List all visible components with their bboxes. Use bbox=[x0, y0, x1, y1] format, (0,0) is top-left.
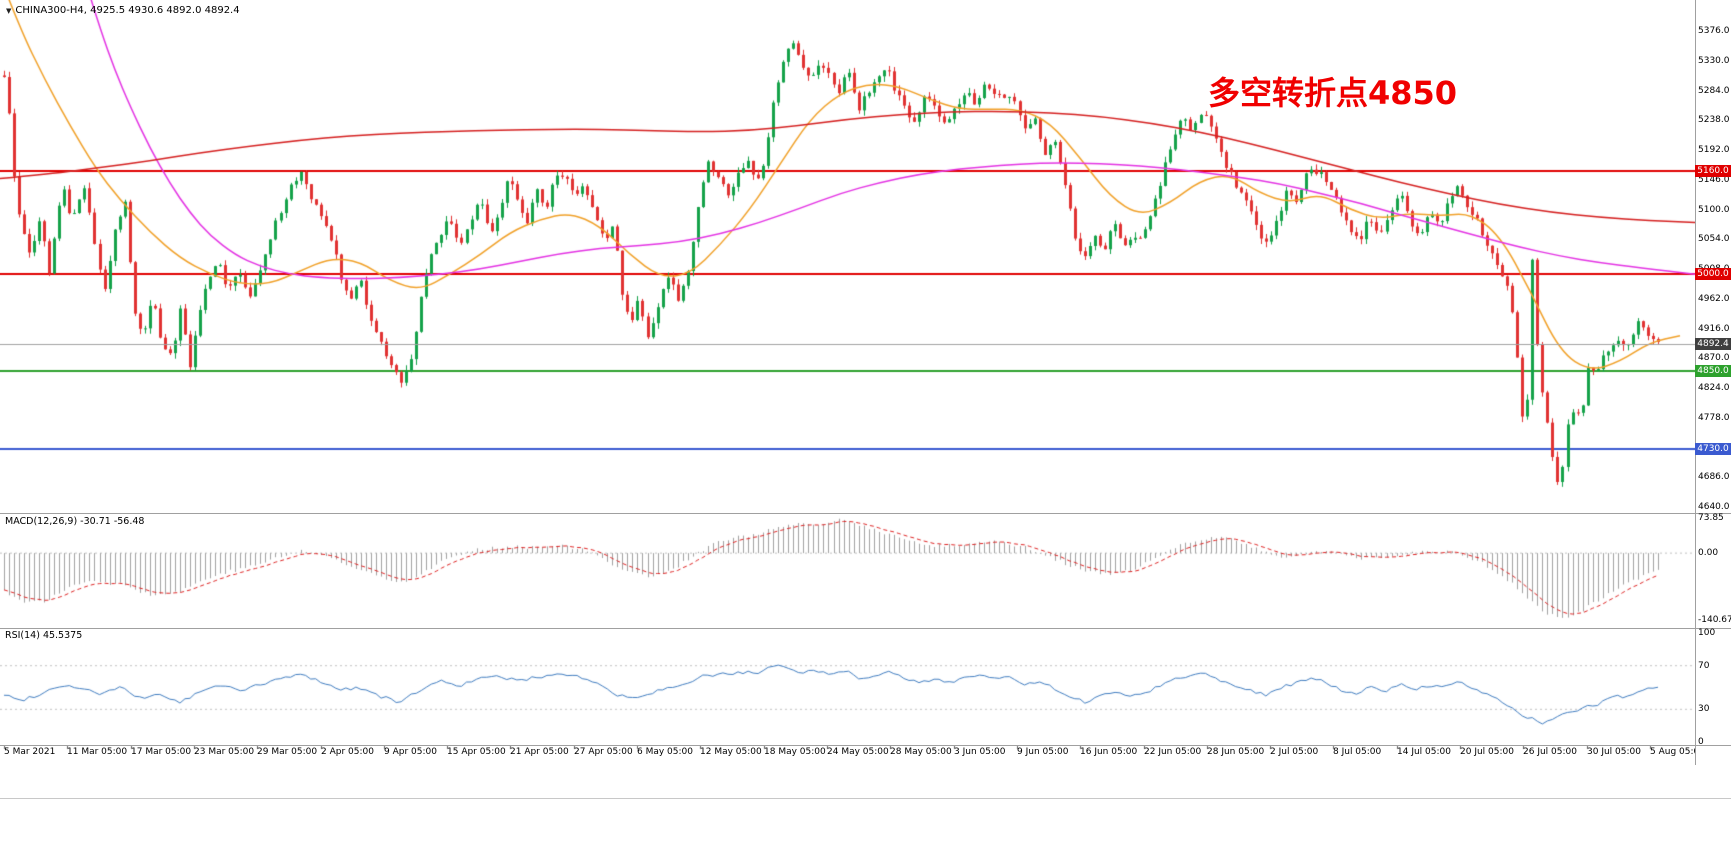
time-axis: 5 Mar 2021 11 Mar 05:00 17 Mar 05:00 23 Mar… bbox=[0, 747, 1695, 763]
time-axis-label: 6 May 05:00 bbox=[637, 747, 693, 757]
time-axis-label: 28 Jun 05:00 bbox=[1207, 747, 1265, 757]
rsi-tick-label: 30 bbox=[1698, 704, 1710, 715]
triangle-marker-icon: ▼ bbox=[6, 6, 12, 15]
price-tick-label: 4870.0 bbox=[1698, 353, 1730, 364]
price-tick-label: 5238.0 bbox=[1698, 115, 1730, 126]
rsi-tick-label: 70 bbox=[1698, 660, 1710, 671]
price-tick-label: 4686.0 bbox=[1698, 472, 1730, 483]
time-axis-label: 27 Apr 05:00 bbox=[574, 747, 633, 757]
price-tick-label: 5100.0 bbox=[1698, 204, 1730, 215]
price-tick-label: 4916.0 bbox=[1698, 323, 1730, 334]
time-axis-label: 8 Jul 05:00 bbox=[1333, 747, 1382, 757]
macd-tick-label: 73.85 bbox=[1698, 513, 1724, 523]
price-tick-label: 5192.0 bbox=[1698, 145, 1730, 156]
macd-tick-label: 0.00 bbox=[1698, 548, 1719, 559]
time-axis-label: 14 Jul 05:00 bbox=[1397, 747, 1451, 757]
time-axis-label: 16 Jun 05:00 bbox=[1080, 747, 1138, 757]
price-tick-label: 4778.0 bbox=[1698, 412, 1730, 423]
price-tick-label: 5054.0 bbox=[1698, 234, 1730, 245]
time-axis-label: 20 Jul 05:00 bbox=[1460, 747, 1514, 757]
macd-rsi-panel-divider[interactable] bbox=[0, 628, 1731, 629]
time-axis-label: 24 May 05:00 bbox=[827, 747, 889, 757]
time-axis-label: 18 May 05:00 bbox=[764, 747, 826, 757]
time-axis-label: 11 Mar 05:00 bbox=[67, 747, 128, 757]
time-axis-label: 30 Jul 05:00 bbox=[1587, 747, 1641, 757]
time-axis-label: 21 Apr 05:00 bbox=[510, 747, 569, 757]
macd-tick-label: -140.67 bbox=[1698, 615, 1731, 625]
chart-symbol-title: ▼ CHINA300-H4, 4925.5 4930.6 4892.0 4892… bbox=[6, 5, 240, 16]
chart-canvas[interactable] bbox=[0, 0, 1695, 765]
level-badge-current-price[interactable]: 4892.4 bbox=[1695, 337, 1731, 350]
time-axis-label: 26 Jul 05:00 bbox=[1523, 747, 1577, 757]
chart-annotation-text: 多空转折点4850 bbox=[1208, 74, 1458, 112]
level-badge-support-4730[interactable]: 4730.0 bbox=[1695, 442, 1731, 455]
time-axis-label: 9 Apr 05:00 bbox=[384, 747, 437, 757]
time-axis-label: 5 Aug 05:00 bbox=[1650, 747, 1695, 757]
time-axis-label: 28 May 05:00 bbox=[890, 747, 952, 757]
price-axis-divider bbox=[1695, 0, 1696, 765]
time-axis-label: 15 Apr 05:00 bbox=[447, 747, 506, 757]
time-axis-label: 2 Apr 05:00 bbox=[321, 747, 374, 757]
macd-indicator-label: MACD(12,26,9) -30.71 -56.48 bbox=[5, 516, 145, 527]
price-tick-label: 4962.0 bbox=[1698, 293, 1730, 304]
time-axis-label: 17 Mar 05:00 bbox=[131, 747, 192, 757]
rsi-tick-label: 100 bbox=[1698, 628, 1716, 638]
price-tick-label: 4824.0 bbox=[1698, 383, 1730, 394]
level-badge-pivot-4850[interactable]: 4850.0 bbox=[1695, 365, 1731, 378]
price-tick-label: 4640.0 bbox=[1698, 502, 1730, 513]
price-tick-label: 5284.0 bbox=[1698, 85, 1730, 96]
time-axis-label: 23 Mar 05:00 bbox=[194, 747, 255, 757]
price-tick-label: 5376.0 bbox=[1698, 26, 1730, 36]
time-axis-label: 3 Jun 05:00 bbox=[954, 747, 1006, 757]
rsi-tick-label: 0 bbox=[1698, 737, 1704, 747]
time-axis-label: 2 Jul 05:00 bbox=[1270, 747, 1319, 757]
time-axis-label: 5 Mar 2021 bbox=[4, 747, 56, 757]
time-axis-label: 12 May 05:00 bbox=[700, 747, 762, 757]
price-axis: 5376.0 5330.0 5284.0 5238.0 5192.0 5146.0 5100… bbox=[1696, 0, 1731, 765]
rsi-indicator-label: RSI(14) 45.5375 bbox=[5, 630, 83, 641]
symbol-ohlc-text: CHINA300-H4, 4925.5 4930.6 4892.0 4892.4 bbox=[15, 5, 240, 16]
main-macd-panel-divider[interactable] bbox=[0, 513, 1731, 514]
time-axis-label: 22 Jun 05:00 bbox=[1144, 747, 1202, 757]
time-axis-label: 9 Jun 05:00 bbox=[1017, 747, 1069, 757]
level-badge-resistance-5160[interactable]: 5160.0 bbox=[1695, 164, 1731, 177]
price-tick-label: 5330.0 bbox=[1698, 55, 1730, 66]
time-axis-divider bbox=[0, 745, 1731, 746]
level-badge-support-5000[interactable]: 5000.0 bbox=[1695, 268, 1731, 281]
time-axis-label: 29 Mar 05:00 bbox=[257, 747, 318, 757]
bottom-divider bbox=[0, 798, 1731, 799]
price-tick-label: 5146.0 bbox=[1698, 174, 1730, 185]
